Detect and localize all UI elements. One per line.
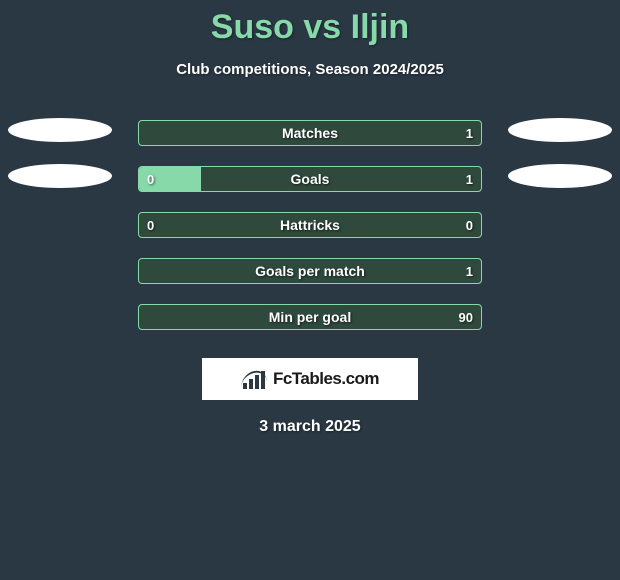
stat-row-min-per-goal: Min per goal 90 <box>0 294 620 340</box>
stat-label: Matches <box>139 121 481 145</box>
subtitle: Club competitions, Season 2024/2025 <box>0 61 620 78</box>
avatar-placeholder-right <box>508 118 612 142</box>
stat-row-hattricks: 0 Hattricks 0 <box>0 202 620 248</box>
stat-value-right: 1 <box>458 259 481 283</box>
stat-value-right: 1 <box>458 167 481 191</box>
date-text: 3 march 2025 <box>0 418 620 436</box>
stat-bar: 0 Hattricks 0 <box>138 212 482 238</box>
stat-label: Goals per match <box>139 259 481 283</box>
stat-bar: Matches 1 <box>138 120 482 146</box>
stats-container: Matches 1 0 Goals 1 0 Hattricks 0 <box>0 110 620 340</box>
logo-box[interactable]: FcTables.com <box>202 358 418 400</box>
stat-bar: Goals per match 1 <box>138 258 482 284</box>
stat-value-right: 1 <box>458 121 481 145</box>
stat-value-right: 0 <box>458 213 481 237</box>
avatar-placeholder-left <box>8 164 112 188</box>
stat-label: Goals <box>139 167 481 191</box>
stat-row-matches: Matches 1 <box>0 110 620 156</box>
avatar-placeholder-left <box>8 118 112 142</box>
avatar-placeholder-right <box>508 164 612 188</box>
stat-bar: 0 Goals 1 <box>138 166 482 192</box>
logo-text: FcTables.com <box>273 369 379 389</box>
stat-bar: Min per goal 90 <box>138 304 482 330</box>
stat-value-right: 90 <box>451 305 481 329</box>
page-title: Suso vs Iljin <box>0 0 620 47</box>
stat-label: Min per goal <box>139 305 481 329</box>
stat-row-goals-per-match: Goals per match 1 <box>0 248 620 294</box>
chart-icon <box>241 369 267 389</box>
stat-label: Hattricks <box>139 213 481 237</box>
stat-row-goals: 0 Goals 1 <box>0 156 620 202</box>
